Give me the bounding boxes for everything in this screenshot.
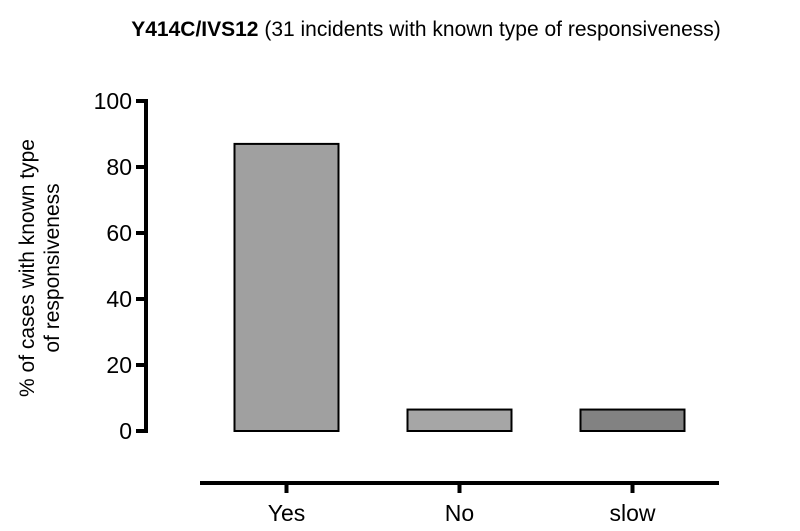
chart-title-rest: (31 incidents with known type of respons…	[259, 18, 721, 41]
y-tick-label: 40	[106, 286, 132, 312]
y-axis-title-line-1: % of cases with known type	[16, 139, 39, 397]
x-tick-label: No	[445, 500, 474, 526]
bar-no	[406, 408, 513, 432]
chart-title: Y414C/IVS12 (31 incidents with known typ…	[131, 18, 721, 41]
y-tick-label: 0	[119, 418, 132, 444]
bar-yes	[233, 142, 340, 432]
y-tick-label: 60	[106, 220, 132, 246]
y-tick-label: 80	[106, 154, 132, 180]
bar-slow	[579, 408, 686, 432]
x-tick-label: Yes	[268, 500, 306, 526]
y-axis-title-line-2: of responsiveness	[41, 183, 64, 352]
x-axis: Yes No slow	[200, 481, 719, 526]
y-tick-label: 20	[106, 352, 132, 378]
x-tick-label: slow	[609, 500, 655, 526]
y-tick-label: 100	[94, 88, 132, 114]
y-axis-title: % of cases with known type of responsive…	[16, 139, 64, 397]
bars	[233, 142, 686, 432]
chart-title-bold: Y414C/IVS12	[131, 18, 258, 41]
y-axis: 0 20 40 60 80 100	[94, 88, 148, 444]
